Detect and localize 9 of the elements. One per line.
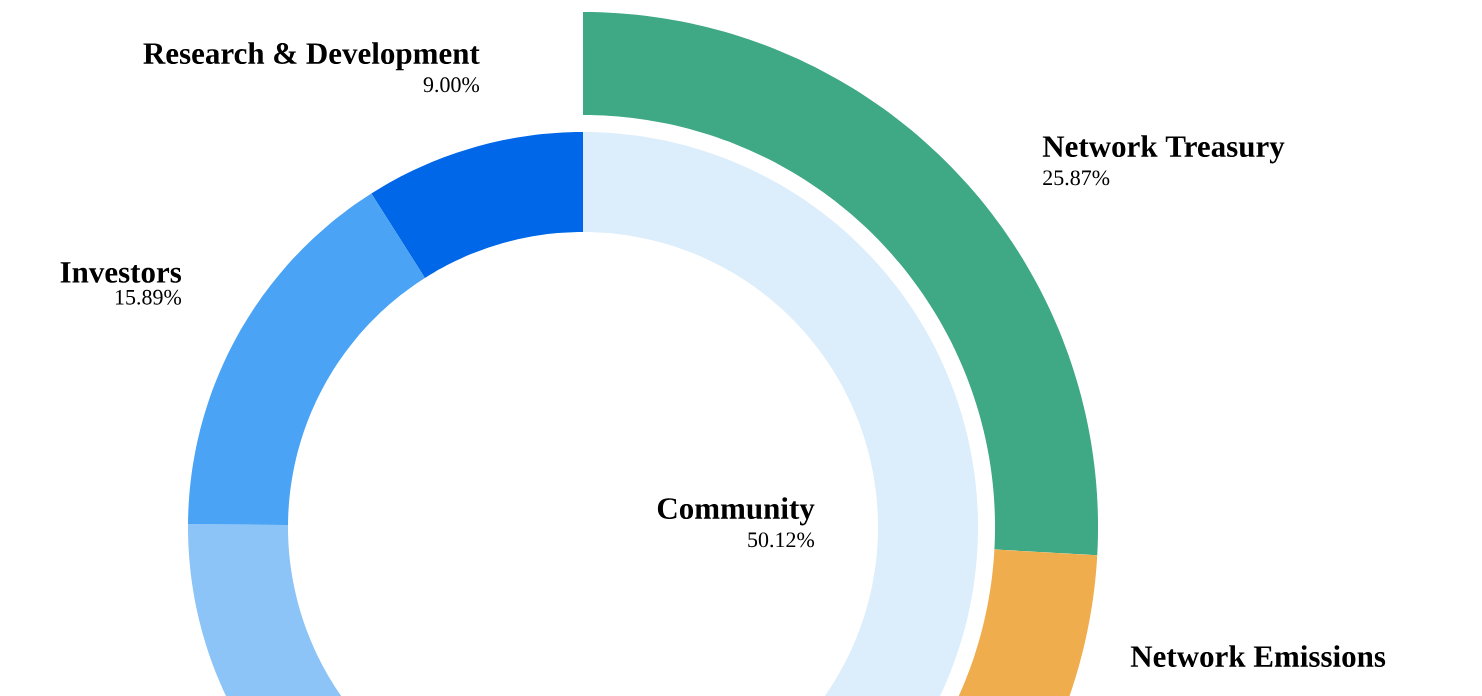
slice-label: Investors	[60, 262, 182, 283]
slice-label: Research & Development	[143, 42, 480, 71]
slice-label: Network Emissions	[1130, 645, 1386, 667]
data-label: 50.12%	[748, 532, 815, 548]
data-label: 25.87%	[1043, 170, 1110, 186]
slice-label: Network Treasury	[1042, 135, 1285, 164]
slice-label: Community	[657, 497, 815, 526]
data-label: 15.89%	[115, 289, 182, 305]
data-label: 9.00%	[423, 77, 480, 93]
